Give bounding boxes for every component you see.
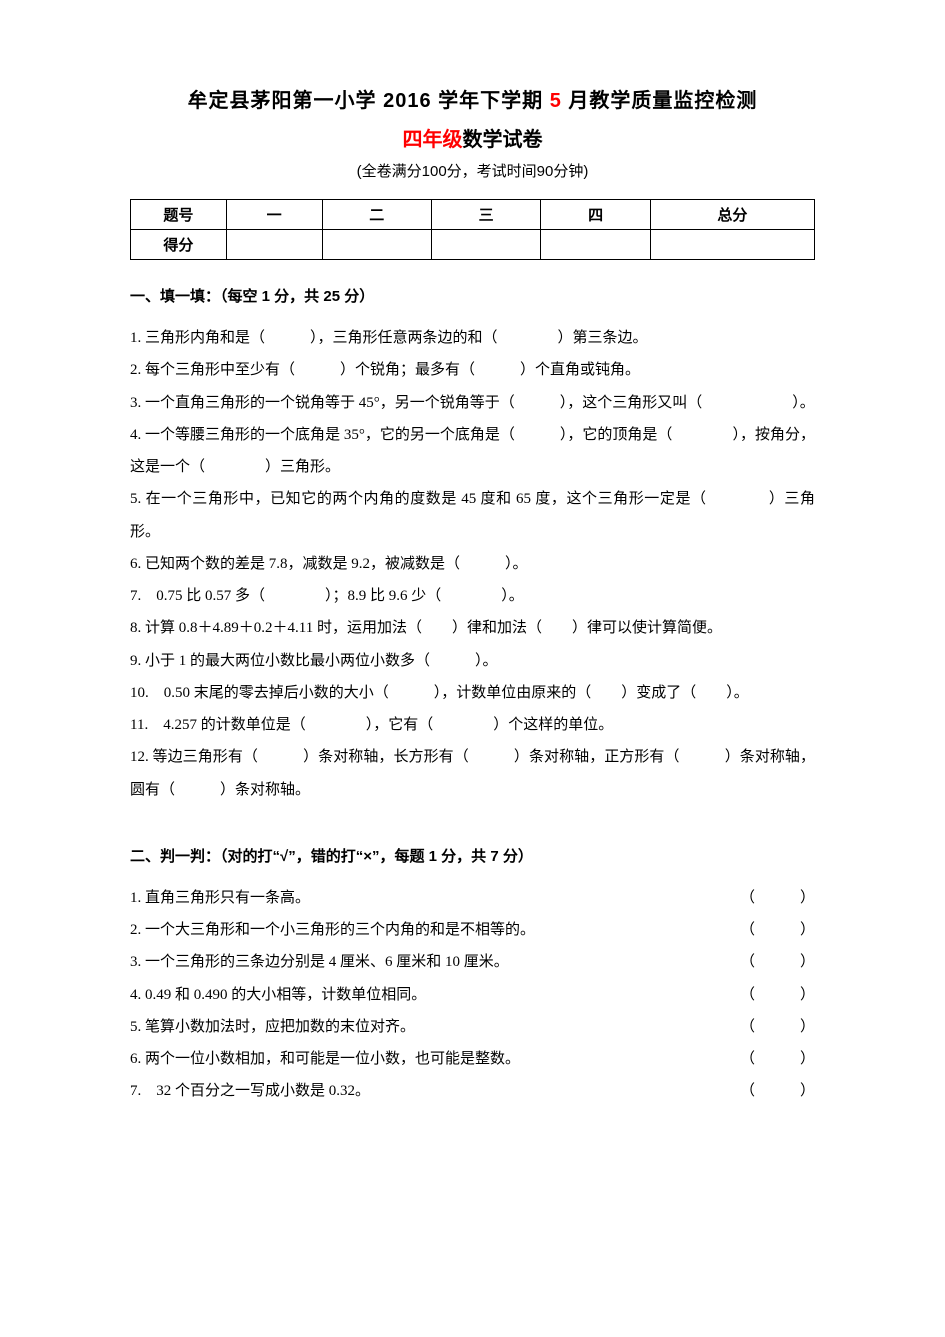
table-header: 题号 xyxy=(131,200,227,230)
table-cell xyxy=(541,230,650,260)
question: 8. 计算 0.8＋4.89＋0.2＋4.11 时，运用加法（ ）律和加法（ ）… xyxy=(130,612,815,644)
table-row-label: 得分 xyxy=(131,230,227,260)
section1-header: 一、填一填：（每空 1 分，共 25 分） xyxy=(130,282,815,312)
question: 10. 0.50 末尾的零去掉后小数的大小（ ），计数单位由原来的（ ）变成了（… xyxy=(130,677,815,709)
subtitle-grade: 四年级 xyxy=(403,129,463,151)
judge-paren: （ ） xyxy=(740,914,815,946)
question: 7. 0.75 比 0.57 多（ ）；8.9 比 9.6 少（ ）。 xyxy=(130,580,815,612)
title-month: 5 xyxy=(550,90,562,112)
judge-paren: （ ） xyxy=(740,882,815,914)
judge-text: 2. 一个大三角形和一个小三角形的三个内角的和是不相等的。 xyxy=(130,914,740,946)
judge-paren: （ ） xyxy=(740,1075,815,1107)
question: 5. 在一个三角形中，已知它的两个内角的度数是 45 度和 65 度，这个三角形… xyxy=(130,483,815,548)
title-prefix: 牟定县茅阳第一小学 2016 学年下学期 xyxy=(188,90,550,112)
table-header: 二 xyxy=(322,200,431,230)
judge-item: 2. 一个大三角形和一个小三角形的三个内角的和是不相等的。 （ ） xyxy=(130,914,815,946)
section2-header: 二、判一判：（对的打“√”，错的打“×”，每题 1 分，共 7 分） xyxy=(130,842,815,872)
table-cell xyxy=(226,230,322,260)
judge-paren: （ ） xyxy=(740,1011,815,1043)
table-cell xyxy=(431,230,540,260)
judge-item: 5. 笔算小数加法时，应把加数的末位对齐。 （ ） xyxy=(130,1011,815,1043)
judge-paren: （ ） xyxy=(740,979,815,1011)
judge-item: 3. 一个三角形的三条边分别是 4 厘米、6 厘米和 10 厘米。 （ ） xyxy=(130,946,815,978)
title-suffix: 月教学质量监控检测 xyxy=(562,90,758,112)
judge-item: 7. 32 个百分之一写成小数是 0.32。 （ ） xyxy=(130,1075,815,1107)
question: 9. 小于 1 的最大两位小数比最小两位小数多（ ）。 xyxy=(130,645,815,677)
judge-text: 3. 一个三角形的三条边分别是 4 厘米、6 厘米和 10 厘米。 xyxy=(130,946,740,978)
table-header: 三 xyxy=(431,200,540,230)
question: 2. 每个三角形中至少有（ ）个锐角；最多有（ ）个直角或钝角。 xyxy=(130,354,815,386)
score-table: 题号 一 二 三 四 总分 得分 xyxy=(130,199,815,260)
table-row: 题号 一 二 三 四 总分 xyxy=(131,200,815,230)
subtitle-subject: 数学试卷 xyxy=(463,129,543,151)
judge-text: 4. 0.49 和 0.490 的大小相等，计数单位相同。 xyxy=(130,979,740,1011)
judge-item: 4. 0.49 和 0.490 的大小相等，计数单位相同。 （ ） xyxy=(130,979,815,1011)
table-row: 得分 xyxy=(131,230,815,260)
question: 6. 已知两个数的差是 7.8，减数是 9.2，被减数是（ ）。 xyxy=(130,548,815,580)
judge-item: 1. 直角三角形只有一条高。 （ ） xyxy=(130,882,815,914)
question: 1. 三角形内角和是（ ），三角形任意两条边的和（ ）第三条边。 xyxy=(130,322,815,354)
table-header: 总分 xyxy=(650,200,814,230)
question: 11. 4.257 的计数单位是（ ），它有（ ）个这样的单位。 xyxy=(130,709,815,741)
table-header: 四 xyxy=(541,200,650,230)
table-cell xyxy=(322,230,431,260)
judge-text: 7. 32 个百分之一写成小数是 0.32。 xyxy=(130,1075,740,1107)
exam-info: (全卷满分100分，考试时间90分钟) xyxy=(130,160,815,181)
main-title: 牟定县茅阳第一小学 2016 学年下学期 5 月教学质量监控检测 xyxy=(130,85,815,117)
section-gap xyxy=(130,806,815,834)
subtitle: 四年级数学试卷 xyxy=(130,123,815,152)
judge-paren: （ ） xyxy=(740,1043,815,1075)
question: 4. 一个等腰三角形的一个底角是 35°，它的另一个底角是（ ），它的顶角是（ … xyxy=(130,419,815,484)
judge-item: 6. 两个一位小数相加，和可能是一位小数，也可能是整数。 （ ） xyxy=(130,1043,815,1075)
judge-text: 6. 两个一位小数相加，和可能是一位小数，也可能是整数。 xyxy=(130,1043,740,1075)
question: 12. 等边三角形有（ ）条对称轴，长方形有（ ）条对称轴，正方形有（ ）条对称… xyxy=(130,741,815,806)
question: 3. 一个直角三角形的一个锐角等于 45°，另一个锐角等于（ ），这个三角形又叫… xyxy=(130,387,815,419)
table-cell xyxy=(650,230,814,260)
table-header: 一 xyxy=(226,200,322,230)
judge-text: 5. 笔算小数加法时，应把加数的末位对齐。 xyxy=(130,1011,740,1043)
judge-text: 1. 直角三角形只有一条高。 xyxy=(130,882,740,914)
judge-paren: （ ） xyxy=(740,946,815,978)
